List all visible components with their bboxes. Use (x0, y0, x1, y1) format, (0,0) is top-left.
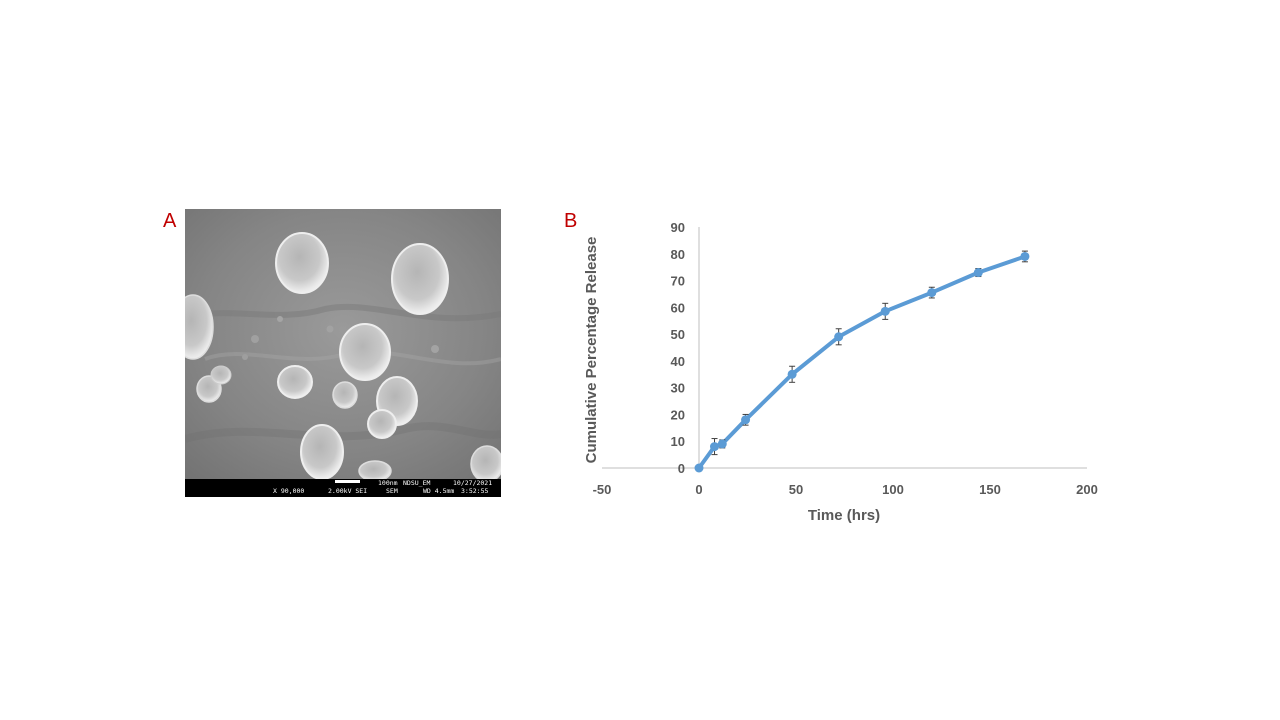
panel-b-label: B (564, 210, 578, 232)
x-tick-label: 200 (1076, 482, 1098, 497)
data-point (741, 415, 751, 425)
x-tick-label: 0 (695, 482, 702, 497)
y-tick-label: 90 (671, 220, 685, 235)
sem-magnification: X 90,000 (273, 487, 305, 495)
series-line (697, 254, 1027, 470)
x-axis-title: Time (hrs) (808, 507, 880, 524)
sem-micrograph: 100nm NDSU_EM 10/27/2021 X 90,000 2.00kV… (185, 209, 501, 497)
x-tick-label: 50 (789, 482, 803, 497)
data-point (694, 463, 704, 473)
data-point (973, 268, 983, 278)
chart-marks (694, 250, 1030, 473)
y-tick-label: 50 (671, 327, 685, 342)
panel-a-label: A (163, 210, 177, 232)
y-tick-label: 0 (678, 461, 685, 476)
x-tick-label: 100 (882, 482, 904, 497)
y-axis-title: Cumulative Percentage Release (583, 237, 600, 464)
y-tick-label: 20 (671, 407, 685, 422)
sem-date: 10/27/2021 (453, 479, 493, 487)
scale-bar (335, 480, 360, 483)
y-tick-label: 80 (671, 247, 685, 262)
data-point (710, 442, 720, 452)
y-tick-label: 70 (671, 274, 685, 289)
y-tick-label: 10 (671, 434, 685, 449)
y-tick-label: 30 (671, 381, 685, 396)
sem-image (185, 209, 501, 479)
data-point (1020, 251, 1030, 261)
sem-info-bar: 100nm NDSU_EM 10/27/2021 X 90,000 2.00kV… (185, 479, 501, 497)
y-tick-label: 40 (671, 354, 685, 369)
y-tick-label: 60 (671, 300, 685, 315)
x-tick-label: 150 (979, 482, 1001, 497)
x-tick-label: -50 (593, 482, 612, 497)
sem-mode: SEM (386, 487, 398, 495)
data-point (717, 439, 727, 449)
sem-lab: NDSU_EM (403, 479, 431, 487)
release-chart: 0 10 20 30 40 50 60 70 80 90 -50 0 50 100 150 200 Time … (583, 220, 1098, 524)
sem-working-distance: WD 4.5mm (423, 487, 455, 495)
sem-scale-text: 100nm (378, 479, 398, 487)
data-point (787, 369, 797, 379)
tick-labels: 0 10 20 30 40 50 60 70 80 90 -50 0 50 100 150 200 (593, 220, 1098, 497)
data-point (880, 306, 890, 316)
data-point (927, 288, 937, 298)
sem-time: 3:52:55 (461, 487, 489, 495)
data-point (834, 332, 844, 342)
chart-axes (602, 227, 1087, 469)
sem-voltage: 2.00kV SEI (328, 487, 368, 495)
